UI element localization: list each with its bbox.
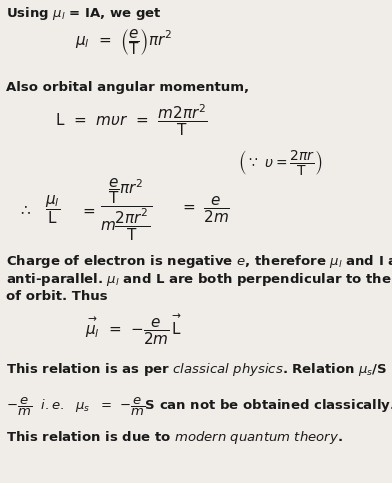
Text: anti-parallel. $\mu_l$ and L are both perpendicular to the plane: anti-parallel. $\mu_l$ and L are both pe… — [6, 270, 392, 287]
Text: Charge of electron is negative $e$, therefore $\mu_l$ and I are: Charge of electron is negative $e$, ther… — [6, 254, 392, 270]
Text: Using $\mu_l$ = IA, we get: Using $\mu_l$ = IA, we get — [6, 5, 162, 23]
Text: $\overset{\rightarrow}{\mu_l}$  =  $-\dfrac{e}{2m}\overset{\rightarrow}{\mathrm{: $\overset{\rightarrow}{\mu_l}$ = $-\dfra… — [85, 313, 182, 347]
Text: $-\dfrac{e}{m}$  $i.e.$  $\mu_s$  $=$ $-\dfrac{e}{m}$S can not be obtained class: $-\dfrac{e}{m}$ $i.e.$ $\mu_s$ $=$ $-\df… — [6, 396, 392, 418]
Text: $\therefore$: $\therefore$ — [18, 202, 32, 217]
Text: $\mathrm{L}$  =  $m\upsilon r$  =  $\dfrac{m2\pi r^2}{\mathrm{T}}$: $\mathrm{L}$ = $m\upsilon r$ = $\dfrac{m… — [55, 102, 208, 138]
Text: of orbit. Thus: of orbit. Thus — [6, 289, 108, 302]
Text: $\dfrac{\mu_l}{\mathrm{L}}$: $\dfrac{\mu_l}{\mathrm{L}}$ — [45, 194, 60, 227]
Text: $\left(\because\ \upsilon = \dfrac{2\pi r}{\mathrm{T}}\right)$: $\left(\because\ \upsilon = \dfrac{2\pi … — [238, 148, 322, 177]
Text: $=$: $=$ — [80, 202, 96, 217]
Text: $=\ \dfrac{e}{2m}$: $=\ \dfrac{e}{2m}$ — [180, 195, 230, 225]
Text: $\mu_l$  =  $\left(\dfrac{e}{\mathrm{T}}\right)\pi r^2$: $\mu_l$ = $\left(\dfrac{e}{\mathrm{T}}\r… — [75, 27, 172, 57]
Text: This relation is as per $\mathit{classical\ physics}$. Relation $\mu_s$/S =: This relation is as per $\mathit{classic… — [6, 361, 392, 379]
Text: $\dfrac{\dfrac{e}{\mathrm{T}}\pi r^2}{m\dfrac{2\pi r^2}{\mathrm{T}}}$: $\dfrac{\dfrac{e}{\mathrm{T}}\pi r^2}{m\… — [100, 177, 152, 243]
Text: This relation is due to $\mathit{modern\ quantum\ theory}$.: This relation is due to $\mathit{modern\… — [6, 428, 343, 445]
Text: Also orbital angular momentum,: Also orbital angular momentum, — [6, 82, 249, 95]
